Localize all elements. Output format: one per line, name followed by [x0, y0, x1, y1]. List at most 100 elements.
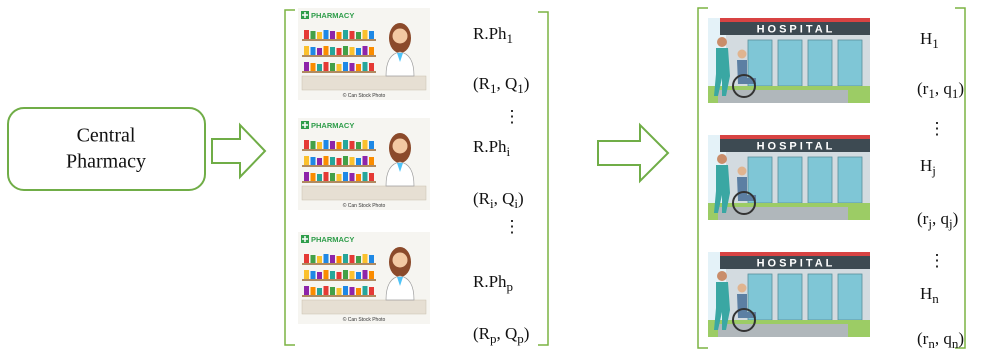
product	[324, 172, 329, 181]
product	[330, 271, 335, 279]
pharmacy-quantity-part: Q	[505, 74, 517, 93]
hospital-name: Hn	[920, 284, 939, 306]
shelf	[302, 279, 376, 281]
pharmacy-name: R.Php	[473, 272, 513, 294]
shelf	[302, 181, 376, 183]
product	[343, 254, 348, 263]
window	[808, 40, 832, 86]
product	[363, 270, 368, 279]
product	[337, 256, 342, 263]
product	[330, 31, 335, 39]
product	[343, 46, 348, 55]
hospital-demand-part: )	[953, 209, 959, 228]
face	[393, 29, 408, 44]
ellipsis: ⋮	[504, 107, 521, 126]
central-box	[8, 108, 205, 190]
product	[330, 63, 335, 71]
product	[324, 286, 329, 295]
shelf	[302, 149, 376, 151]
hospital-name-part: 1	[932, 36, 939, 51]
hospital-demand-part: )	[958, 79, 964, 98]
pharmacy-image: PHARMACY© Can Stock Photo	[298, 8, 430, 100]
product	[324, 254, 329, 263]
product	[356, 272, 361, 279]
product	[363, 62, 368, 71]
product	[304, 254, 309, 263]
hospital-name: H1	[920, 29, 939, 51]
product	[369, 63, 374, 71]
product	[324, 156, 329, 165]
product	[369, 255, 374, 263]
product	[350, 31, 355, 39]
central-line: Central	[77, 125, 136, 147]
product	[369, 271, 374, 279]
pharmacy-quantity-part: )	[518, 189, 524, 208]
pharmacy-quantity-part: Q	[505, 324, 517, 343]
hospital-image: HOSPITAL	[708, 18, 870, 103]
product	[330, 157, 335, 165]
product	[363, 286, 368, 295]
product	[311, 255, 316, 263]
pharmacy-image: PHARMACY© Can Stock Photo	[298, 232, 430, 324]
hospital-name-part: j	[931, 163, 936, 178]
window	[808, 274, 832, 320]
product	[311, 287, 316, 295]
pharmacy-quantity-part: Q	[502, 189, 514, 208]
pharmacy-name: R.Ph1	[473, 24, 513, 46]
nurse-head	[717, 154, 727, 164]
product	[343, 62, 348, 71]
bracket	[285, 10, 295, 345]
product	[330, 141, 335, 149]
image-title: PHARMACY	[311, 235, 354, 244]
pharmacy-name-part: p	[507, 279, 514, 294]
hospital-name-part: n	[932, 291, 939, 306]
hospital-demand-part: ,	[932, 209, 941, 228]
hospital-demand-part: )	[958, 329, 964, 348]
pharmacy-quantity-part: R	[479, 324, 491, 343]
product	[317, 64, 322, 71]
product	[356, 288, 361, 295]
hospital-demand: (rj, qj)	[917, 209, 958, 231]
pharmacy-quantity-part: ,	[497, 74, 506, 93]
product	[337, 158, 342, 165]
hospital-demand: (r1, q1)	[917, 79, 964, 101]
product	[350, 47, 355, 55]
window	[838, 274, 862, 320]
pharmacy-quantity-part: R	[479, 74, 491, 93]
shelf	[302, 165, 376, 167]
bracket	[955, 8, 965, 348]
path	[718, 90, 848, 103]
product	[356, 48, 361, 55]
diagram: Central Pharmacy PHARMACY© Can Stock Pho…	[0, 0, 1007, 355]
product	[369, 287, 374, 295]
central-line: Pharmacy	[66, 151, 146, 173]
nurse-head	[717, 271, 727, 281]
product	[356, 256, 361, 263]
shelf	[302, 295, 376, 297]
product	[311, 31, 316, 39]
pharmacy-name-part: R.Ph	[473, 24, 507, 43]
product	[304, 270, 309, 279]
patient-head	[738, 167, 747, 176]
nurse-head	[717, 37, 727, 47]
product	[356, 64, 361, 71]
product	[337, 64, 342, 71]
product	[304, 62, 309, 71]
product	[343, 156, 348, 165]
product	[324, 270, 329, 279]
product	[337, 142, 342, 149]
image-title: HOSPITAL	[757, 141, 836, 153]
pharmacy-image: PHARMACY© Can Stock Photo	[298, 118, 430, 210]
product	[311, 271, 316, 279]
product	[317, 48, 322, 55]
pharmacy-name-part: R.Ph	[473, 137, 507, 156]
product	[369, 157, 374, 165]
face	[393, 253, 408, 268]
pharmacy-name: R.Phi	[473, 137, 511, 159]
hospital-name: Hj	[920, 156, 936, 178]
product	[356, 158, 361, 165]
product	[304, 286, 309, 295]
product	[317, 142, 322, 149]
product	[363, 156, 368, 165]
product	[369, 141, 374, 149]
